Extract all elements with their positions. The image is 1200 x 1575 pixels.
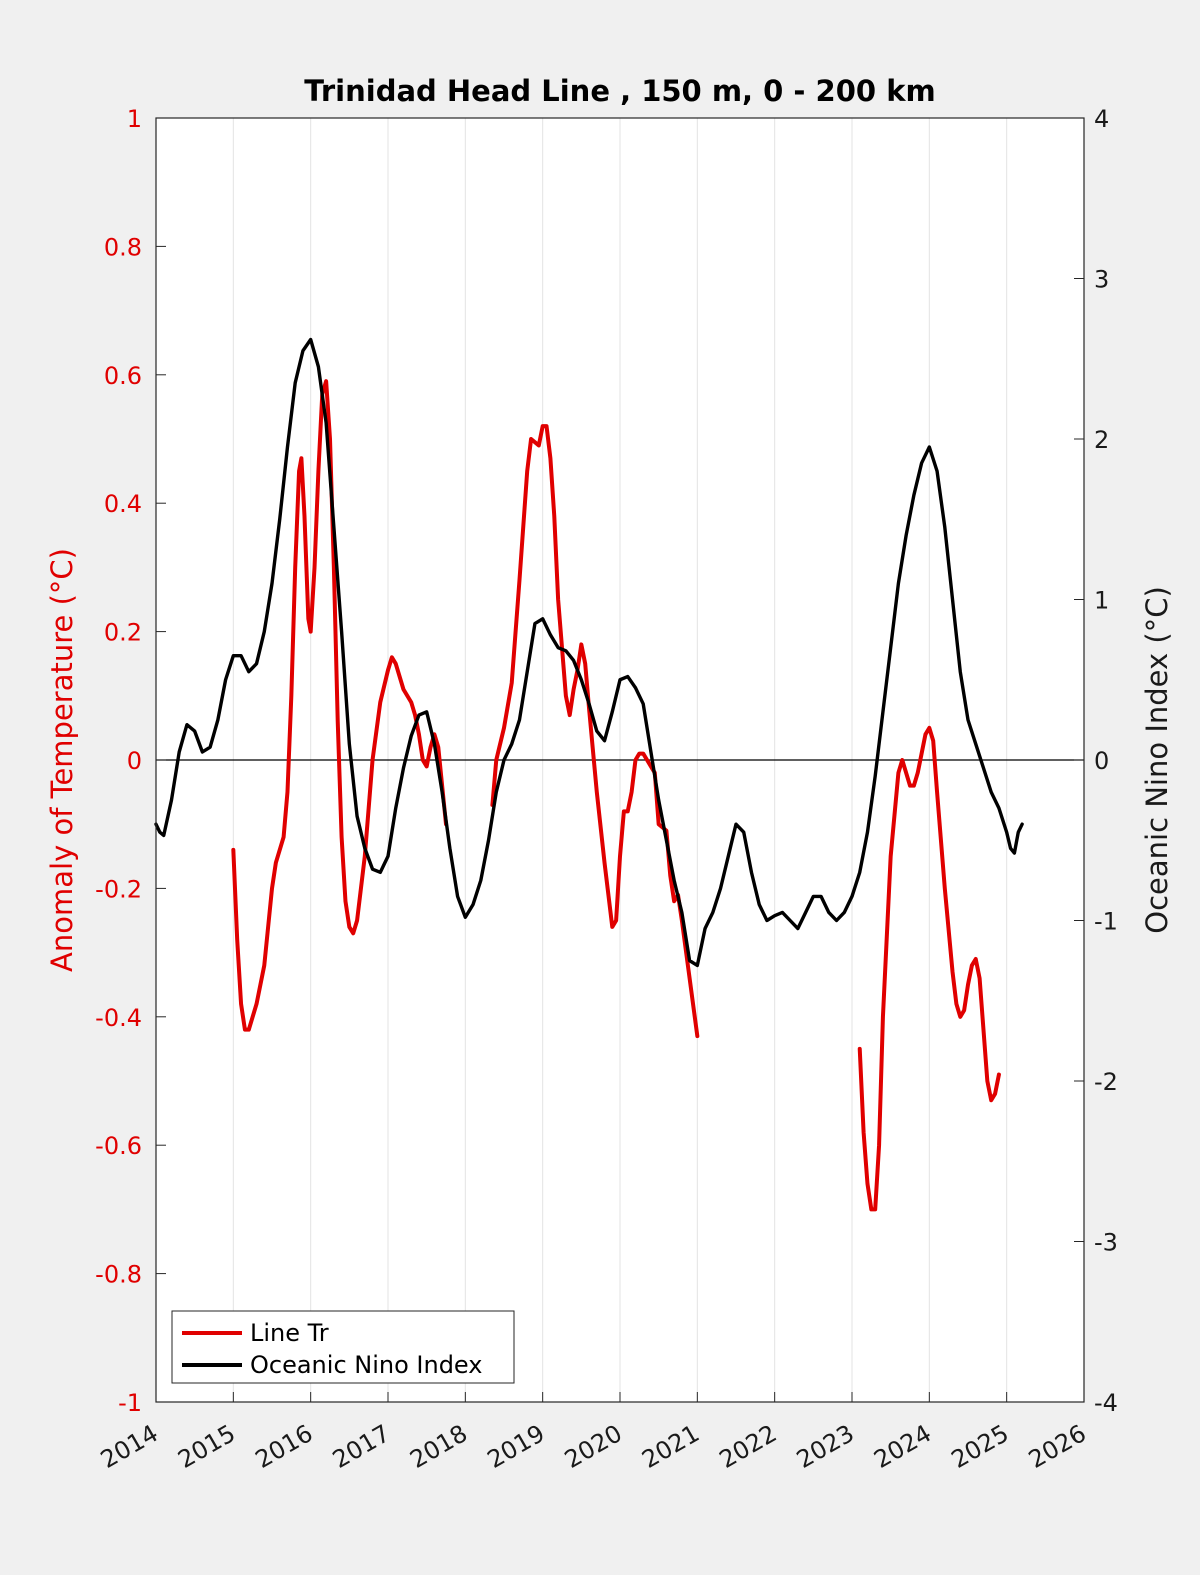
left-tick-label: 0.2 bbox=[104, 619, 142, 647]
left-tick-label: 1 bbox=[127, 105, 142, 133]
left-tick-label: 0 bbox=[127, 747, 142, 775]
series-line-segment bbox=[154, 337, 1024, 968]
right-tick-label: -2 bbox=[1094, 1068, 1118, 1096]
series-oceanic-nino-index bbox=[154, 337, 1024, 968]
legend: Line Tr Oceanic Nino Index bbox=[171, 1310, 515, 1384]
series-line-segment bbox=[490, 424, 700, 1039]
right-axis-ticks: 4 3 2 1 0 -1 -2 -3 -4 bbox=[1074, 105, 1118, 1417]
left-axis-label: Anomaly of Temperature (°C) bbox=[45, 548, 79, 972]
series-line-segment bbox=[857, 725, 1001, 1212]
left-tick-label: -0.4 bbox=[95, 1004, 142, 1032]
left-tick-label: -0.2 bbox=[95, 875, 142, 903]
left-tick-label: -1 bbox=[118, 1389, 142, 1417]
left-tick-label: 0.4 bbox=[104, 490, 142, 518]
right-tick-label: 2 bbox=[1094, 426, 1109, 454]
right-tick-label: 1 bbox=[1094, 587, 1109, 615]
chart-title: Trinidad Head Line , 150 m, 0 - 200 km bbox=[304, 74, 935, 108]
right-tick-label: 4 bbox=[1094, 105, 1109, 133]
right-tick-label: 3 bbox=[1094, 266, 1109, 294]
series-layer bbox=[154, 337, 1024, 1212]
right-tick-label: 0 bbox=[1094, 747, 1109, 775]
legend-box bbox=[171, 1310, 515, 1384]
right-tick-label: -3 bbox=[1094, 1229, 1118, 1257]
left-tick-label: -0.6 bbox=[95, 1132, 142, 1160]
left-tick-label: -0.8 bbox=[95, 1261, 142, 1289]
left-axis-ticks: 1 0.8 0.6 0.4 0.2 0 -0.2 -0.4 -0.6 -0.8 -1 bbox=[95, 105, 166, 1417]
left-tick-label: 0.8 bbox=[104, 233, 142, 261]
right-axis-label: Oceanic Nino Index (°C) bbox=[1140, 586, 1174, 934]
left-tick-label: 0.6 bbox=[104, 362, 142, 390]
legend-label-oni: Oceanic Nino Index bbox=[250, 1351, 482, 1379]
legend-label-line-tr: Line Tr bbox=[250, 1319, 329, 1347]
right-tick-label: -4 bbox=[1094, 1389, 1118, 1417]
right-tick-label: -1 bbox=[1094, 908, 1118, 936]
